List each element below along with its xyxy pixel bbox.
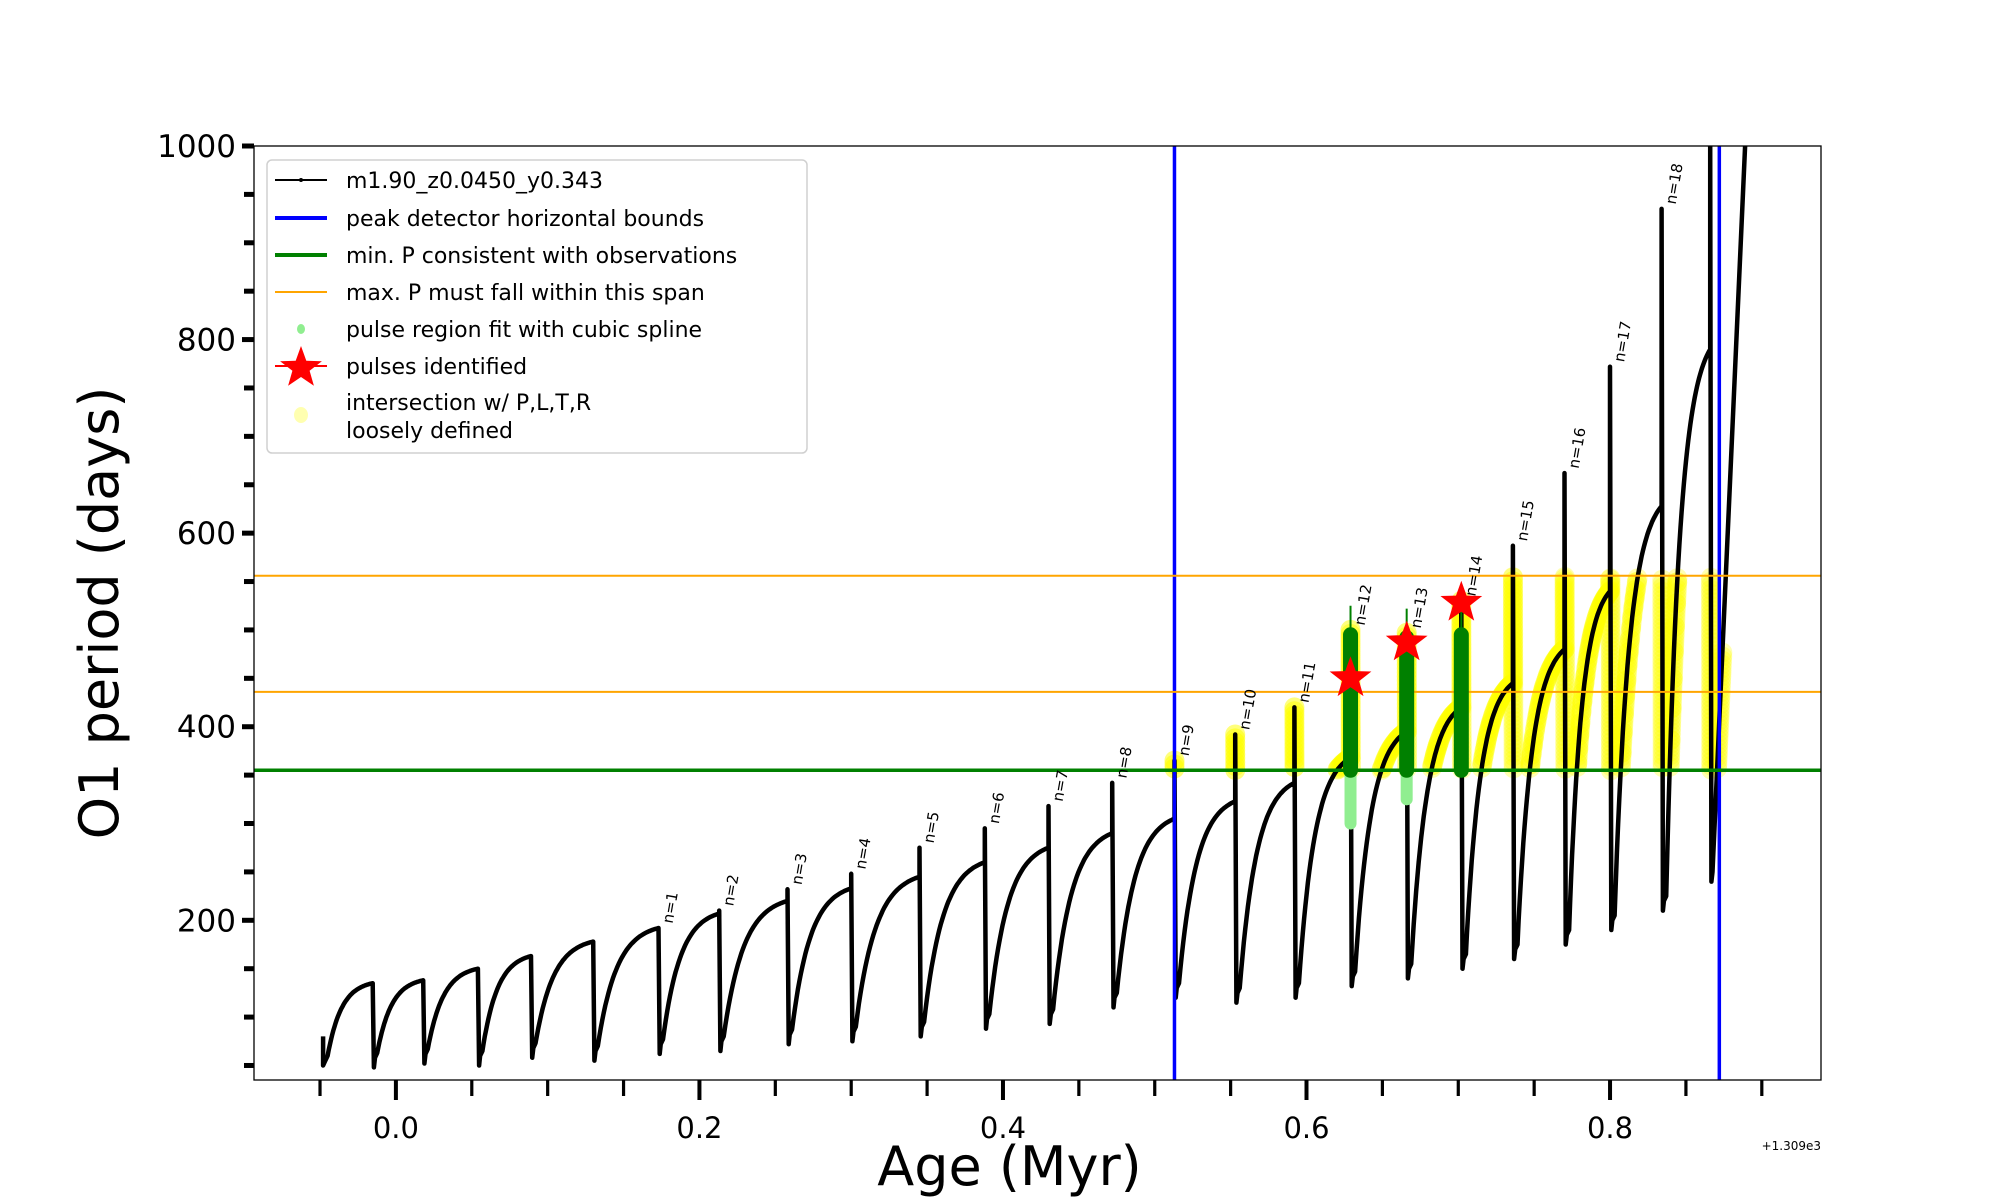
pulse-label: n=7 <box>1049 769 1072 803</box>
legend-label: max. P must fall within this span <box>346 281 705 306</box>
x-tick-label: 0.0 <box>373 1111 419 1145</box>
y-tick-label: 1000 <box>157 129 236 165</box>
pulse-star-marker <box>1440 580 1483 621</box>
legend-label: peak detector horizontal bounds <box>346 207 704 232</box>
pulse-star-marker <box>1329 656 1372 697</box>
y-axis-label: O1 period (days) <box>68 387 131 840</box>
pulse-label: n=13 <box>1407 586 1432 630</box>
legend-label: intersection w/ P,L,T,R <box>346 391 591 416</box>
pulse-label: n=11 <box>1295 660 1320 704</box>
y-tick-label: 600 <box>177 516 236 552</box>
legend-label: pulses identified <box>346 355 527 380</box>
legend-handle-circle <box>294 407 308 423</box>
pulse-label: n=5 <box>920 810 943 844</box>
pulse-label: n=3 <box>788 852 811 886</box>
pulse-label: n=12 <box>1351 583 1376 627</box>
axes: 0.0 0.2 0.4 0.6 0.8 200 400 600 800 1000 <box>157 129 1764 1145</box>
pulse-stars <box>1329 580 1483 697</box>
legend-handle-dot <box>299 178 303 182</box>
legend-box <box>266 159 808 454</box>
pulse-label: n=17 <box>1610 320 1635 364</box>
pulse-label: n=14 <box>1462 554 1487 598</box>
y-tick-label: 400 <box>177 710 236 746</box>
series-line <box>320 146 1748 1070</box>
legend-label: loosely defined <box>346 419 513 444</box>
y-tick-label: 800 <box>177 323 236 359</box>
x-offset-label: +1.309e3 <box>1762 1139 1821 1153</box>
legend-label: m1.90_z0.0450_y0.343 <box>346 169 603 194</box>
series-curve-group <box>320 146 1748 1070</box>
pulse-label: n=1 <box>659 890 682 924</box>
plot-frame <box>253 145 1822 1081</box>
pulse-star-marker <box>1385 620 1428 661</box>
x-axis-label: Age (Myr) <box>877 1135 1142 1198</box>
y-tick-label: 200 <box>177 903 236 939</box>
pulse-label: n=4 <box>851 836 874 870</box>
legend-label: min. P consistent with observations <box>346 244 737 269</box>
x-tick-label: 0.2 <box>676 1111 722 1145</box>
x-tick-label: 0.4 <box>980 1111 1026 1145</box>
pulse-label: n=8 <box>1112 745 1135 779</box>
pulse-label: n=2 <box>719 873 742 907</box>
pulse-label: n=15 <box>1513 499 1538 543</box>
spline-fits <box>1343 605 1469 830</box>
legend-handle-dot <box>297 324 305 334</box>
reference-lines <box>254 146 1821 1080</box>
x-tick-label: 0.6 <box>1283 1111 1329 1145</box>
pulse-label: n=10 <box>1235 687 1260 731</box>
legend-label: pulse region fit with cubic spline <box>346 318 702 343</box>
pulse-label: n=6 <box>985 791 1008 825</box>
legend-handle-star <box>280 346 322 386</box>
pulse-label: n=16 <box>1565 426 1590 470</box>
pulse-label: n=18 <box>1662 162 1687 206</box>
x-tick-label: 0.8 <box>1587 1111 1633 1145</box>
pulse-label: n=9 <box>1175 723 1198 757</box>
